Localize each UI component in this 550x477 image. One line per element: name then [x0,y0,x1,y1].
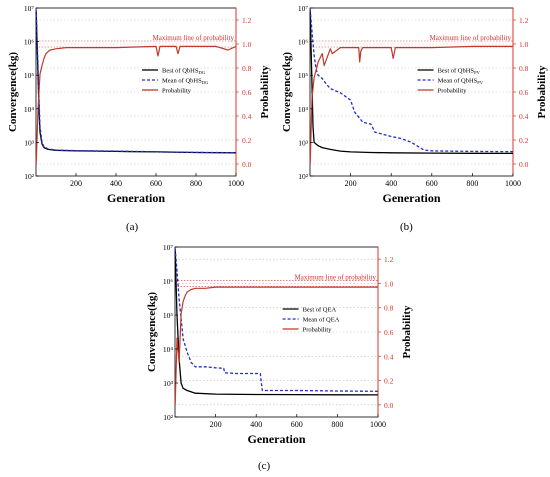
series-line-1 [174,248,379,392]
x-tick-label: 600 [426,179,438,188]
chart-0: Maximum line of probability 200 400 600 800 1… [7,4,271,205]
chart-1: Maximum line of probability 200 400 600 800 1… [281,4,548,205]
y-tick-label: 10² [163,413,174,422]
y-tick-label: 10² [24,172,35,181]
max-line-label: Maximum line of probability [295,273,377,281]
series-line-1 [35,9,237,154]
series-line-1 [309,9,514,153]
x-axis-title: Generation [383,191,441,205]
y-tick-label: 10² [298,172,309,181]
y2-tick-label: 0.2 [519,136,529,145]
x-tick-label: 400 [385,179,397,188]
y2-tick-label: 1.2 [384,255,394,264]
series-line-2 [174,286,378,405]
panel-label-c: (c) [258,460,271,472]
y2-tick-label: 0.8 [519,64,529,73]
y-tick-label: 10³ [298,138,309,147]
y-tick-label: 10⁶ [298,38,309,47]
y2-tick-label: 0.4 [519,112,529,121]
y2-tick-label: 0.0 [242,160,252,169]
y-tick-label: 10⁴ [163,345,174,354]
y-tick-label: 10⁴ [298,105,309,114]
y2-tick-label: 1.0 [384,279,394,288]
y2-tick-label: 0.6 [242,88,252,97]
legend-label: Probability [162,88,192,95]
y2-tick-label: 0.4 [242,112,252,121]
y2-tick-label: 0.8 [242,64,252,73]
x-tick-label: 1000 [370,420,386,429]
legend: Best of QEA Mean of QEA Probability [282,307,340,334]
series-line-2 [35,45,237,165]
y2-tick-label: 0.6 [384,328,394,337]
y-tick-label: 10⁶ [24,38,35,47]
legend-label: Probability [303,327,333,334]
legend-label: Mean of QbHSDG [162,78,209,86]
chart-2: Maximum line of probability 200 400 600 800 1… [146,243,413,446]
x-tick-label: 800 [466,179,478,188]
max-line-label: Maximum line of probability [430,34,512,42]
y2-tick-label: 0.4 [384,352,394,361]
legend: Best of QbHSDG Mean of QbHSDG Probability [142,68,209,95]
legend-label: Probability [438,88,468,95]
y-tick-label: 10³ [163,379,174,388]
y2-tick-label: 0.8 [384,304,394,313]
panel-label-a: (a) [126,221,139,233]
x-tick-label: 600 [291,420,303,429]
y2-tick-label: 0.6 [519,88,529,97]
x-axis-title: Generation [248,432,306,446]
y-axis-title: Convergence(kg) [146,292,158,372]
y-tick-label: 10⁵ [24,71,35,80]
x-tick-label: 1000 [505,179,521,188]
legend: Best of QbHSPV Mean of QbHSPV Probability [417,68,484,95]
legend-label: Best of QbHSPV [438,68,481,76]
y2-tick-label: 1.2 [519,16,529,25]
y-tick-label: 10⁷ [298,4,309,13]
x-tick-label: 1000 [228,179,244,188]
y-axis-title: Convergence(kg) [281,52,293,132]
legend-label: Best of QbHSDG [162,68,206,76]
y2-tick-label: 0.0 [519,160,529,169]
y-tick-label: 10⁶ [163,277,174,286]
y2-tick-label: 1.0 [519,40,529,49]
y-tick-label: 10⁵ [163,311,174,320]
x-tick-label: 200 [345,179,357,188]
y2-axis-title: Probability [401,305,413,358]
y2-tick-label: 1.2 [242,16,252,25]
x-tick-label: 200 [70,179,82,188]
x-tick-label: 400 [250,420,262,429]
x-tick-label: 400 [110,179,122,188]
y-tick-label: 10⁵ [298,71,309,80]
legend-label: Best of QEA [303,307,337,314]
y2-tick-label: 0.2 [242,136,252,145]
y-tick-label: 10³ [24,138,35,147]
legend-label: Mean of QbHSPV [438,78,484,86]
y2-tick-label: 1.0 [242,40,252,49]
x-tick-label: 800 [331,420,343,429]
y-tick-label: 10⁷ [24,4,35,13]
max-line-label: Maximum line of probability [153,34,235,42]
y-axis-title: Convergence(kg) [7,52,19,132]
legend-label: Mean of QEA [303,317,340,324]
y-tick-label: 10⁴ [24,105,35,114]
y2-tick-label: 0.2 [384,377,394,386]
panel-label-b: (b) [400,221,413,233]
x-axis-title: Generation [107,191,165,205]
y2-tick-label: 0.0 [384,401,394,410]
x-tick-label: 200 [210,420,222,429]
series-line-0 [174,248,379,396]
series-line-2 [309,45,513,165]
x-tick-label: 800 [190,179,202,188]
y2-axis-title: Probability [536,65,548,118]
y-tick-label: 10⁷ [163,243,174,252]
x-tick-label: 600 [150,179,162,188]
y2-axis-title: Probability [259,65,271,118]
